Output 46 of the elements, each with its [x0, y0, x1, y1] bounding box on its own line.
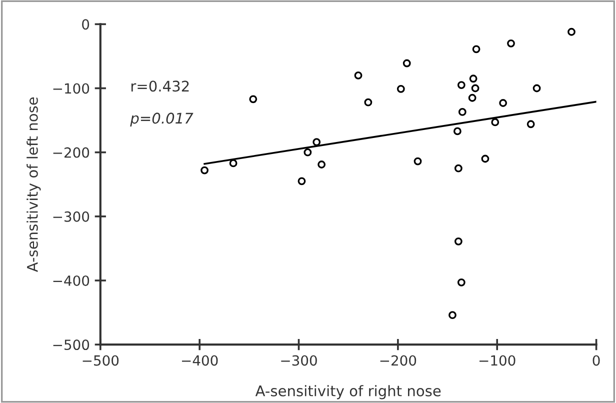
point	[200, 166, 209, 174]
x-tick-label: −300	[281, 355, 317, 366]
point	[481, 154, 490, 163]
y-tick-label: −100	[53, 83, 90, 94]
point	[469, 74, 478, 83]
point	[249, 95, 258, 104]
point	[507, 39, 515, 48]
point	[229, 159, 238, 168]
point	[526, 120, 535, 128]
point	[454, 164, 462, 172]
x-tick-label: −400	[182, 355, 218, 366]
x-tick-label: 0	[592, 355, 600, 366]
x-axis-title: A-sensitivity of right nose	[255, 385, 441, 400]
y-tick-label: −200	[53, 147, 90, 158]
y-tick-label: −300	[53, 211, 90, 222]
point	[472, 45, 480, 54]
point	[402, 59, 411, 68]
point	[457, 278, 466, 286]
point	[499, 99, 508, 107]
point	[568, 28, 576, 36]
point	[468, 94, 476, 102]
point	[471, 84, 480, 92]
point	[298, 177, 306, 186]
x-tick-label: −100	[480, 355, 516, 366]
y-tick-label: −500	[53, 340, 90, 350]
point	[414, 157, 422, 166]
y-tick-label: 0	[82, 19, 90, 30]
point	[396, 84, 405, 93]
point	[448, 311, 456, 320]
point	[454, 237, 462, 246]
point	[457, 81, 466, 90]
point	[304, 148, 312, 156]
point	[312, 138, 321, 146]
y-axis-title: A-sensitivity of left nose	[26, 97, 41, 272]
y-tick-label: −400	[53, 275, 90, 286]
annotation: r=0.432	[131, 80, 189, 92]
point	[458, 108, 466, 116]
point	[532, 84, 541, 92]
x-tick-label: −200	[380, 355, 416, 366]
annotation: p=0.017	[130, 112, 194, 127]
point	[354, 71, 362, 80]
point	[491, 118, 500, 126]
point	[364, 98, 372, 106]
point	[453, 127, 462, 136]
x-tick-label: −500	[82, 355, 119, 366]
point	[318, 160, 326, 168]
